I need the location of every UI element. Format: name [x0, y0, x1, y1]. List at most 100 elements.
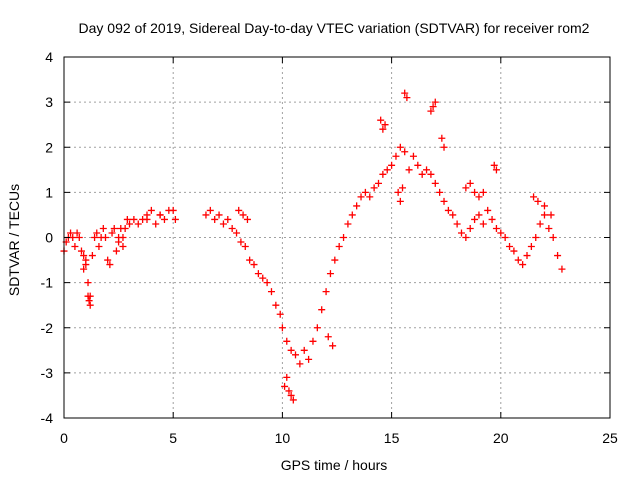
- data-point: [123, 215, 131, 223]
- data-point: [471, 215, 479, 223]
- data-point: [69, 234, 77, 241]
- y-tick-label: 1: [45, 184, 53, 200]
- data-point: [479, 188, 487, 196]
- data-point: [93, 229, 101, 237]
- data-point: [540, 211, 548, 219]
- data-point: [313, 324, 321, 332]
- data-point: [453, 220, 461, 228]
- data-point: [377, 116, 385, 124]
- data-point: [95, 243, 103, 251]
- data-point: [224, 215, 232, 223]
- data-point: [82, 261, 90, 269]
- data-point: [475, 193, 483, 201]
- data-point: [329, 342, 337, 350]
- data-point: [278, 324, 286, 332]
- data-point: [126, 220, 134, 228]
- data-point: [449, 211, 457, 219]
- data-point: [86, 301, 94, 309]
- data-point: [457, 229, 465, 237]
- data-point: [348, 211, 356, 219]
- data-point: [471, 188, 479, 196]
- data-point: [318, 306, 326, 314]
- data-point: [246, 256, 254, 264]
- y-tick-label: -4: [41, 410, 54, 426]
- data-point: [160, 215, 168, 223]
- data-point: [418, 170, 426, 178]
- y-tick-label: -1: [41, 275, 54, 291]
- data-point: [558, 265, 566, 273]
- data-point: [211, 215, 219, 223]
- grid: [64, 57, 610, 418]
- data-point: [514, 256, 522, 264]
- data-point: [335, 243, 343, 251]
- data-point: [108, 229, 116, 237]
- data-point: [80, 265, 88, 273]
- data-point: [379, 125, 387, 133]
- data-point: [394, 188, 402, 196]
- data-point: [156, 211, 164, 219]
- data-point: [440, 197, 448, 205]
- data-point: [353, 202, 361, 210]
- data-point: [361, 188, 369, 196]
- data-point: [283, 337, 291, 345]
- data-point: [484, 206, 492, 214]
- data-point: [331, 256, 339, 264]
- data-point: [429, 103, 437, 111]
- data-point: [475, 211, 483, 219]
- data-point: [519, 261, 527, 269]
- y-tick-label: 4: [45, 49, 53, 65]
- data-point: [99, 224, 107, 232]
- data-point: [423, 166, 431, 174]
- data-point: [67, 229, 75, 237]
- data-point: [296, 360, 304, 368]
- data-point: [427, 107, 435, 115]
- data-point: [243, 215, 251, 223]
- data-point: [121, 224, 129, 232]
- data-point: [490, 161, 498, 169]
- data-point: [370, 184, 378, 192]
- data-point: [254, 270, 262, 278]
- y-tick-label: 0: [45, 230, 53, 246]
- data-point: [75, 234, 83, 241]
- data-point: [119, 243, 127, 251]
- data-point: [388, 161, 396, 169]
- data-point: [497, 229, 505, 237]
- data-point: [259, 274, 267, 282]
- data-point: [501, 234, 509, 241]
- data-point: [344, 220, 352, 228]
- data-point: [462, 184, 470, 192]
- data-point: [112, 247, 120, 255]
- y-tick-label: 3: [45, 94, 53, 110]
- data-point: [530, 193, 538, 201]
- data-point: [85, 297, 93, 305]
- data-point: [383, 166, 391, 174]
- data-point: [152, 220, 160, 228]
- y-tick-label: 2: [45, 139, 53, 155]
- data-point: [366, 193, 374, 201]
- data-point: [285, 387, 293, 395]
- data-point: [84, 279, 92, 287]
- data-point: [392, 152, 400, 160]
- data-point: [431, 179, 439, 187]
- data-point: [534, 197, 542, 205]
- x-tick-label: 25: [602, 430, 618, 446]
- data-point: [219, 220, 227, 228]
- data-point: [405, 166, 413, 174]
- data-point: [104, 256, 112, 264]
- data-point: [235, 206, 243, 214]
- data-point: [239, 211, 247, 219]
- data-point: [399, 184, 407, 192]
- data-point: [287, 391, 295, 399]
- data-point: [403, 94, 411, 102]
- data-point: [396, 143, 404, 151]
- data-point: [440, 143, 448, 151]
- data-point: [283, 373, 291, 381]
- data-point: [540, 202, 548, 210]
- data-point: [438, 134, 446, 142]
- data-point: [292, 351, 300, 359]
- data-point: [263, 279, 271, 287]
- data-point: [488, 215, 496, 223]
- data-point: [379, 170, 387, 178]
- data-point: [143, 215, 151, 223]
- data-point: [322, 288, 330, 296]
